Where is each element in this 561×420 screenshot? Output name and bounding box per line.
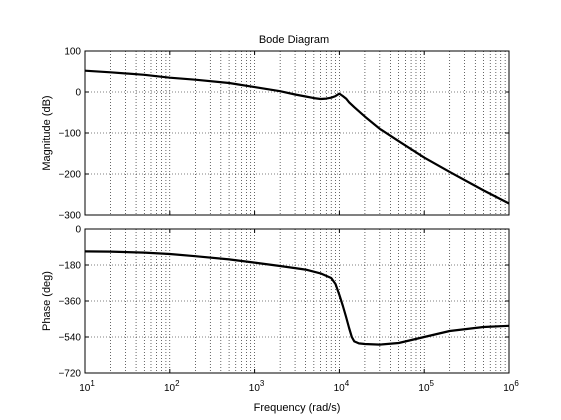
y-tick-label: −720 bbox=[58, 369, 81, 380]
x-tick-label: 103 bbox=[249, 379, 265, 394]
chart-title: Bode Diagram bbox=[259, 34, 329, 46]
phase-grid bbox=[85, 229, 509, 373]
x-tick-label: 105 bbox=[418, 379, 434, 394]
phase-panel: 0 −180 −360 −540 −720 Phase (deg) bbox=[41, 225, 510, 380]
y-tick-label: 0 bbox=[75, 225, 81, 236]
phase-series-line bbox=[84, 250, 510, 346]
x-tick-label: 101 bbox=[79, 379, 95, 394]
phase-axes-box bbox=[84, 228, 510, 374]
y-tick-label: −360 bbox=[58, 297, 81, 308]
magnitude-plot-area bbox=[85, 51, 509, 215]
y-tick-label: −200 bbox=[58, 170, 81, 181]
x-tick-labels: 101 102 103 104 105 106 bbox=[79, 379, 519, 394]
magnitude-series-line bbox=[84, 69, 510, 205]
y-tick-label: 100 bbox=[64, 47, 81, 58]
x-tick-label: 102 bbox=[164, 379, 180, 394]
y-tick-label: −180 bbox=[58, 261, 81, 272]
x-tick-label: 106 bbox=[503, 379, 519, 394]
y-tick-label: −300 bbox=[58, 211, 81, 222]
magnitude-y-axis-label: Magnitude (dB) bbox=[41, 95, 53, 170]
magnitude-panel: 100 0 −100 −200 −300 Magnitude (dB) bbox=[41, 47, 510, 222]
y-tick-label: 0 bbox=[75, 88, 81, 99]
phase-y-axis-label: Phase (deg) bbox=[41, 271, 53, 331]
x-axis-label: Frequency (rad/s) bbox=[254, 402, 341, 414]
y-tick-label: −540 bbox=[58, 333, 81, 344]
x-tick-label: 104 bbox=[334, 379, 350, 394]
magnitude-axes-box bbox=[84, 50, 510, 216]
y-tick-label: −100 bbox=[58, 129, 81, 140]
magnitude-grid bbox=[85, 51, 509, 215]
